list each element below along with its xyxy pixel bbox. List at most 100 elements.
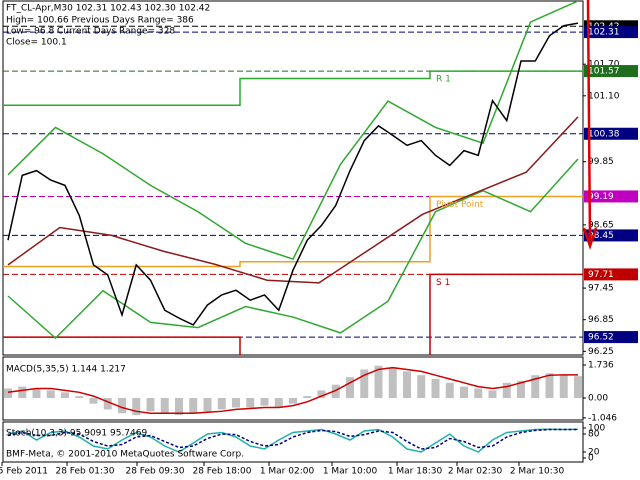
histogram-bar bbox=[417, 375, 426, 399]
price-level-label: 97.71 bbox=[588, 270, 614, 280]
histogram-bar bbox=[346, 377, 354, 399]
price-level-box bbox=[584, 190, 638, 203]
price-level-label: 96.52 bbox=[588, 333, 614, 343]
plot-area bbox=[7, 428, 579, 453]
histogram-bar bbox=[32, 388, 41, 399]
y-tick-label: 101.10 bbox=[588, 91, 620, 101]
series-line bbox=[7, 22, 579, 326]
annotation: High= 100.66 Previous Days Range= 386 bbox=[6, 16, 194, 26]
panel-frame bbox=[2, 356, 584, 421]
histogram-bar bbox=[89, 398, 98, 404]
histogram-bar bbox=[189, 398, 198, 414]
price-level-box bbox=[584, 331, 638, 344]
x-tick-label: 1 Mar 10:00 bbox=[323, 467, 378, 477]
plot-area bbox=[3, 1, 583, 355]
price-level-label: 100.38 bbox=[588, 129, 620, 139]
annotation: BMF-Meta, © 2001-2010 MetaQuotes Softwar… bbox=[6, 450, 244, 460]
price-level-box bbox=[584, 229, 638, 242]
histogram-bar bbox=[289, 398, 297, 404]
y-tick-label: 96.25 bbox=[588, 347, 614, 357]
pivot-label: Pivot Point bbox=[436, 200, 484, 210]
pivot-line bbox=[3, 70, 583, 107]
histogram-bar bbox=[559, 375, 568, 399]
y-tick-label: 20 bbox=[588, 448, 600, 458]
x-tick-label: 2 Mar 10:30 bbox=[510, 467, 565, 477]
histogram-bar bbox=[531, 375, 540, 399]
histogram-bar bbox=[502, 382, 511, 399]
y-tick-label: 1.736 bbox=[588, 361, 614, 371]
panel-title: Stoch(10,3,3) 95.9091 95.7469 bbox=[6, 429, 147, 439]
y-tick-label: 101.70 bbox=[588, 60, 620, 70]
histogram-bar bbox=[61, 392, 69, 399]
histogram-bar bbox=[132, 398, 141, 416]
histogram-bar bbox=[160, 398, 169, 414]
histogram-bar bbox=[545, 373, 554, 399]
histogram-bar bbox=[175, 398, 183, 416]
histogram-bar bbox=[274, 398, 283, 408]
panel-frame bbox=[2, 421, 584, 463]
histogram-bar bbox=[445, 382, 454, 399]
histogram-bar bbox=[474, 388, 483, 399]
histogram-bar bbox=[232, 398, 240, 408]
series-line bbox=[7, 366, 578, 414]
histogram-bar bbox=[460, 386, 468, 399]
histogram-bar bbox=[331, 384, 340, 399]
trend-arrow bbox=[582, 0, 598, 250]
annotation: Low= 96.8 Current Days Range= 328 bbox=[6, 27, 175, 37]
y-tick-label: 80 bbox=[588, 430, 600, 440]
histogram-bar bbox=[4, 388, 12, 399]
y-tick-label: 97.45 bbox=[588, 284, 614, 294]
histogram-bar bbox=[46, 390, 55, 399]
histogram-bar bbox=[217, 398, 226, 410]
price-level-box bbox=[584, 268, 638, 281]
histogram-bar bbox=[317, 390, 326, 399]
histogram-bar bbox=[246, 398, 255, 408]
histogram-bar bbox=[103, 398, 112, 410]
x-tick-label: 1 Mar 18:30 bbox=[388, 467, 443, 477]
histogram-bar bbox=[488, 390, 497, 399]
series-line bbox=[7, 428, 579, 453]
y-tick-label: 99.85 bbox=[588, 157, 614, 167]
y-tick-label: 96.85 bbox=[588, 315, 614, 325]
price-level-label: 99.19 bbox=[588, 192, 614, 202]
series-line bbox=[7, 1, 579, 261]
price-level-box bbox=[584, 26, 638, 39]
series-line bbox=[7, 158, 579, 340]
panel-frame bbox=[2, 0, 584, 356]
x-tick-label: 28 Feb 01:30 bbox=[55, 467, 114, 477]
x-tick-label: 28 Feb 18:00 bbox=[192, 467, 251, 477]
x-tick-label: 2 Mar 02:30 bbox=[448, 467, 503, 477]
y-tick-label: 0.00 bbox=[588, 394, 608, 404]
pivot-line bbox=[3, 195, 583, 268]
histogram-bar bbox=[403, 371, 411, 399]
price-level-box bbox=[584, 65, 638, 78]
x-tick-label: 28 Feb 09:30 bbox=[125, 467, 184, 477]
histogram-bar bbox=[517, 380, 525, 399]
price-level-label: 102.31 bbox=[588, 28, 620, 38]
histogram-bar bbox=[203, 398, 212, 412]
histogram-bar bbox=[574, 376, 582, 399]
pivot-line bbox=[3, 273, 583, 355]
y-tick-label: -1.046 bbox=[588, 413, 617, 423]
price-level-label: 101.57 bbox=[588, 67, 620, 77]
histogram-bar bbox=[118, 398, 126, 414]
histogram-bar bbox=[260, 398, 269, 406]
histogram-bar bbox=[18, 386, 27, 399]
annotation: Close= 100.1 bbox=[6, 38, 67, 48]
panel-title: FT_CL-Apr,M30 102.31 102.43 102.30 102.4… bbox=[6, 4, 210, 14]
histogram-bar bbox=[374, 365, 383, 399]
plot-area bbox=[4, 365, 582, 416]
x-tick-label: 1 Mar 02:00 bbox=[260, 467, 315, 477]
series-line bbox=[7, 428, 578, 450]
histogram-bar bbox=[431, 378, 440, 399]
histogram-bar bbox=[75, 396, 84, 399]
price-level-box bbox=[584, 127, 638, 140]
histogram-bar bbox=[360, 369, 369, 399]
pivot-label: R 1 bbox=[436, 75, 451, 85]
y-tick-label: 100 bbox=[588, 424, 605, 434]
histogram-bar bbox=[303, 396, 312, 399]
series-line bbox=[7, 116, 579, 284]
x-tick-label: 25 Feb 2011 bbox=[0, 467, 48, 477]
